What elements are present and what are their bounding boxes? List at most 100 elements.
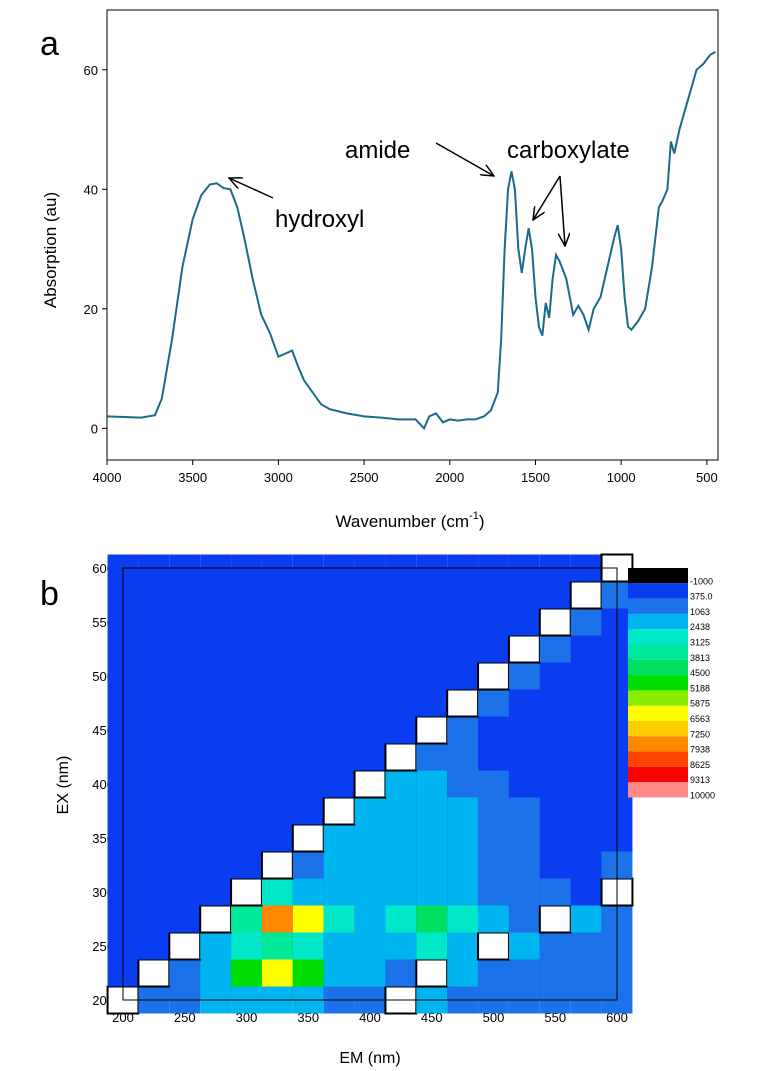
contour-cell — [478, 770, 509, 798]
colorbar-swatch — [628, 751, 688, 767]
contour-cell — [478, 608, 509, 636]
annotation-arrow — [533, 175, 561, 220]
contour-cell — [416, 932, 448, 960]
contour-cell — [569, 580, 603, 610]
contour-cell — [539, 581, 571, 609]
contour-cell — [261, 689, 293, 717]
colorbar-swatch — [628, 583, 688, 599]
contour-cell — [200, 851, 232, 879]
contour-cell — [231, 797, 262, 825]
contour-cell — [539, 959, 571, 987]
contour-cell — [138, 635, 170, 663]
y-tick-label: 40 — [84, 182, 98, 197]
contour-cell — [416, 878, 448, 906]
contour-cell — [478, 581, 509, 609]
contour-cell — [539, 662, 571, 690]
x-tick-label: 2000 — [435, 470, 464, 485]
contour-cell — [354, 716, 386, 744]
contour-cell — [323, 959, 355, 987]
contour-cell — [416, 743, 448, 771]
contour-cell — [447, 635, 479, 663]
contour-cell — [200, 743, 232, 771]
contour-cell — [478, 905, 509, 933]
contour-cell — [231, 635, 262, 663]
contour-cell — [447, 905, 479, 933]
contour-cell — [292, 905, 324, 933]
contour-cell — [323, 824, 355, 852]
contour-cell — [261, 932, 293, 960]
x-tick-label: 500 — [696, 470, 718, 485]
colorbar-swatch — [628, 644, 688, 660]
contour-cell — [478, 851, 509, 879]
contour-cell — [354, 959, 386, 987]
contour-cell — [447, 824, 479, 852]
contour-cell — [138, 851, 170, 879]
annotation: carboxylate — [507, 137, 630, 164]
x-tick-label: 350 — [297, 1010, 319, 1025]
contour-cell — [447, 932, 479, 960]
contour-cell — [261, 824, 293, 852]
contour-cell — [200, 635, 232, 663]
contour-cell — [231, 743, 262, 771]
contour-cell — [138, 797, 170, 825]
panel-label: b — [40, 575, 59, 613]
contour-cell — [385, 689, 417, 717]
contour-cell — [416, 851, 448, 879]
panel-label: a — [40, 25, 59, 63]
contour-cell — [169, 824, 201, 852]
contour-cell — [169, 689, 201, 717]
contour-cell — [477, 661, 510, 691]
contour-cell — [508, 662, 540, 690]
contour-cell — [323, 932, 355, 960]
contour-cell — [353, 769, 387, 799]
x-tick-label: 2500 — [350, 470, 379, 485]
contour-cell — [508, 689, 540, 717]
contour-cell — [200, 797, 232, 825]
annotation-arrow — [435, 142, 494, 176]
contour-cell — [354, 797, 386, 825]
contour-cell — [570, 878, 602, 906]
contour-cell — [292, 716, 324, 744]
contour-cell — [570, 770, 602, 798]
contour-cell — [447, 797, 479, 825]
contour-cell — [539, 770, 571, 798]
contour-cell — [385, 716, 417, 744]
contour-cell — [570, 959, 602, 987]
contour-cell — [169, 797, 201, 825]
contour-cell — [231, 851, 262, 879]
contour-cell — [416, 905, 448, 933]
contour-cell — [416, 797, 448, 825]
x-axis-label-sup: -1 — [469, 510, 479, 522]
contour-cell — [323, 905, 355, 933]
colorbar-label: -1000 — [690, 576, 713, 586]
contour-cell — [169, 851, 201, 879]
contour-cell — [138, 824, 170, 852]
contour-cell — [261, 581, 293, 609]
contour-cell — [138, 608, 170, 636]
contour-cell — [508, 608, 540, 636]
colorbar-label: 7938 — [690, 745, 710, 755]
x-tick-label: 1500 — [521, 470, 550, 485]
contour-cell — [385, 608, 417, 636]
contour-cell — [291, 823, 325, 853]
x-tick-label: 600 — [606, 1010, 628, 1025]
contour-cell — [292, 770, 324, 798]
annotation-arrow — [560, 175, 565, 246]
contour-cell — [508, 905, 540, 933]
contour-cell — [138, 716, 170, 744]
contour-cell — [478, 743, 509, 771]
contour-cell — [354, 743, 386, 771]
contour-cell — [292, 608, 324, 636]
contour-cell — [231, 689, 262, 717]
contour-cell — [539, 635, 571, 663]
colorbar-label: 8625 — [690, 760, 710, 770]
contour-cell — [385, 635, 417, 663]
contour-cell — [478, 797, 509, 825]
colorbar-label: 3813 — [690, 653, 710, 663]
contour-cell — [416, 689, 448, 717]
colorbar-label: 5875 — [690, 699, 710, 709]
contour-cell — [539, 743, 571, 771]
contour-cell — [354, 662, 386, 690]
contour-cell — [478, 878, 509, 906]
